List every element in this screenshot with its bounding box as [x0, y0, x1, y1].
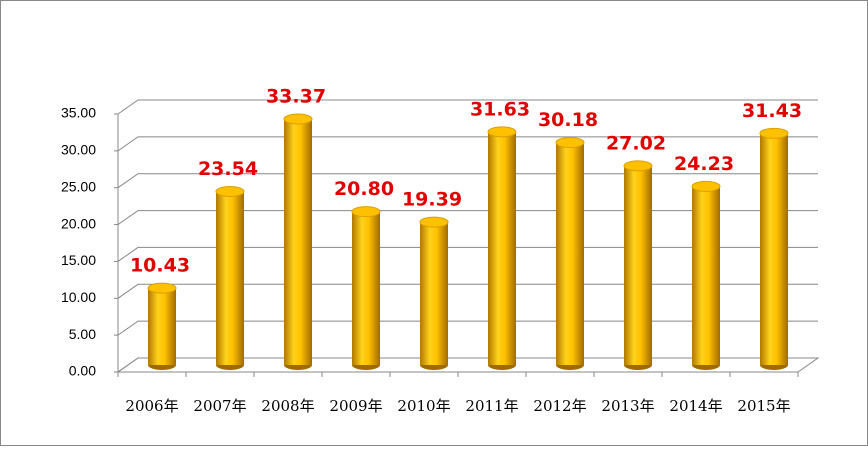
x-tick-label: 2015年	[737, 397, 790, 415]
grid-line	[117, 246, 818, 262]
x-tick-label: 2009年	[329, 397, 382, 415]
value-label: 31.43	[742, 100, 802, 122]
bar-top	[555, 137, 585, 149]
y-tick-label: 0.00	[69, 363, 96, 379]
grid-line	[117, 283, 818, 299]
grid-line	[117, 99, 818, 115]
bar	[692, 186, 720, 365]
bar-top	[147, 282, 177, 294]
bar-top	[487, 126, 517, 138]
grid-line	[117, 173, 818, 189]
bar-top	[351, 206, 381, 218]
grid-line	[117, 210, 818, 225]
bar-top	[759, 127, 789, 139]
x-tick-label: 2006年	[125, 397, 178, 415]
x-tick-label: 2010年	[397, 397, 450, 415]
value-label: 19.39	[402, 189, 462, 211]
y-tick-label: 35.00	[61, 105, 96, 121]
bar-top	[283, 113, 313, 125]
x-tick-label: 2014年	[669, 397, 722, 415]
value-label: 24.23	[674, 153, 734, 175]
bar-top	[215, 185, 245, 197]
bar	[624, 165, 652, 365]
bar	[352, 211, 380, 365]
grid-line	[117, 320, 818, 336]
bar	[556, 142, 584, 365]
bar-top	[691, 180, 721, 192]
x-tick-label: 2011年	[465, 397, 518, 415]
bar	[760, 133, 788, 365]
value-label: 31.63	[470, 98, 530, 120]
grid-line	[117, 357, 818, 373]
y-tick-label: 10.00	[61, 289, 96, 305]
y-tick-label: 25.00	[61, 178, 96, 194]
x-tick-label: 2008年	[261, 397, 314, 415]
x-tick-label: 2013年	[601, 397, 654, 415]
y-tick-label: 20.00	[61, 215, 96, 231]
value-label: 23.54	[198, 158, 258, 180]
y-tick-label: 5.00	[69, 326, 96, 342]
x-tick-label: 2012年	[533, 397, 586, 415]
value-label: 30.18	[538, 109, 598, 131]
bar	[216, 191, 244, 365]
y-tick-label: 15.00	[61, 252, 96, 268]
value-label: 33.37	[266, 86, 326, 108]
value-label: 27.02	[606, 132, 666, 154]
y-tick-label: 30.00	[61, 142, 96, 158]
value-label: 10.43	[130, 255, 190, 277]
value-label: 20.80	[334, 178, 394, 200]
x-tick-label: 2007年	[193, 397, 246, 415]
bar	[148, 288, 176, 365]
bar-top	[419, 216, 449, 228]
bar	[420, 222, 448, 365]
bar	[488, 131, 516, 365]
bar-top	[623, 160, 653, 172]
bar	[284, 119, 312, 365]
grid-line	[117, 136, 818, 152]
